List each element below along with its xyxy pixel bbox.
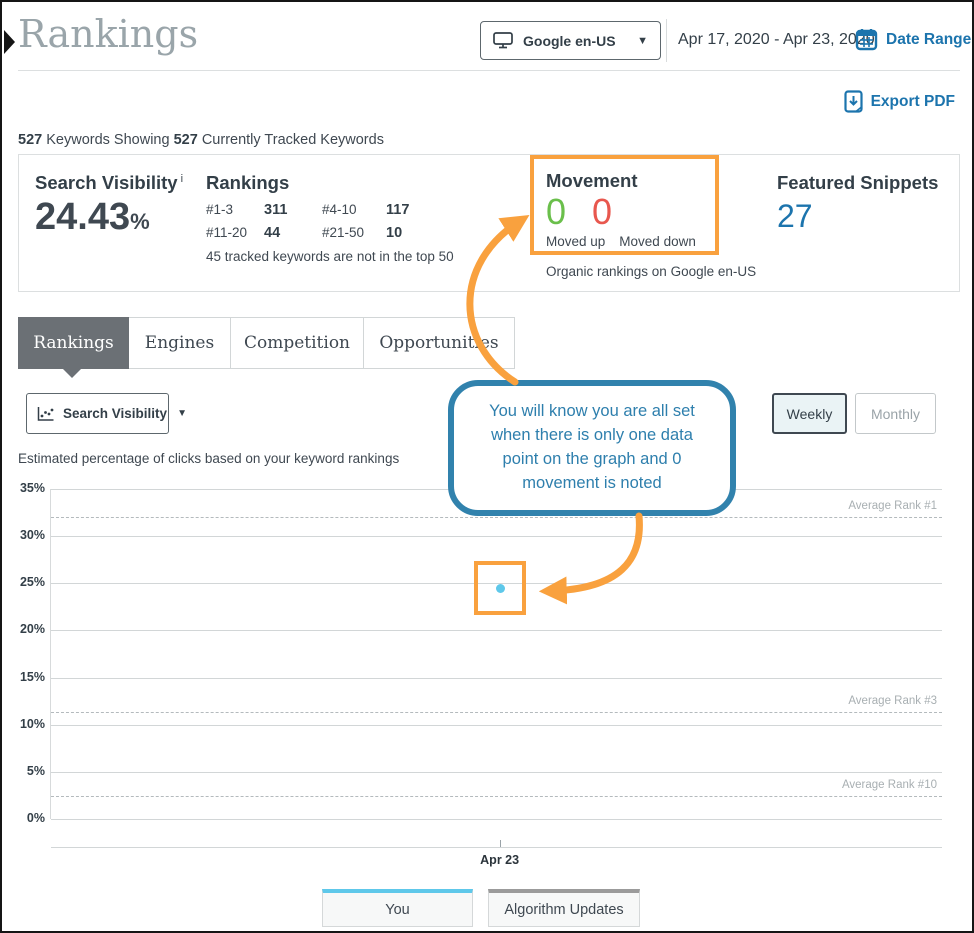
- search-visibility-stat: Search Visibility i 24.43%: [35, 172, 183, 239]
- gridline: [51, 771, 942, 773]
- moved-down-label: Moved down: [619, 234, 696, 249]
- x-axis-tick: [499, 840, 501, 847]
- rank-bucket-count: 10: [386, 225, 403, 241]
- legend-you-button[interactable]: You: [322, 889, 473, 927]
- moved-up-value: 0: [546, 191, 567, 232]
- search-engine-dropdown[interactable]: Google en-US ▼: [480, 21, 661, 60]
- y-axis-tick-label: 5%: [26, 763, 45, 778]
- average-rank-reference-label: Average Rank #1: [845, 500, 940, 513]
- x-axis-label: Apr 23: [480, 853, 520, 867]
- y-axis-tick-label: 10%: [19, 716, 45, 731]
- export-pdf-label: Export PDF: [870, 92, 955, 110]
- chevron-down-icon: ▼: [637, 34, 648, 47]
- data-point[interactable]: [495, 584, 505, 594]
- header-divider: [18, 70, 960, 71]
- legend-algorithm-updates-button[interactable]: Algorithm Updates: [488, 889, 640, 927]
- info-icon[interactable]: i: [180, 172, 184, 185]
- average-rank-reference-line: [51, 517, 942, 519]
- x-axis-line: [51, 847, 942, 848]
- keywords-tracked-label: Currently Tracked Keywords: [201, 132, 384, 148]
- page-title: Rankings: [18, 12, 199, 56]
- date-range-text: Apr 17, 2020 - Apr 23, 2020: [678, 31, 875, 48]
- chevron-down-icon: ▼: [177, 408, 187, 419]
- average-rank-reference-line: [51, 796, 942, 798]
- search-engine-value: Google en-US: [523, 32, 616, 49]
- gridline: [51, 583, 942, 585]
- tab-rankings[interactable]: Rankings: [18, 317, 129, 369]
- metric-dropdown-value: Search Visibility: [63, 406, 168, 421]
- rankings-footnote: 45 tracked keywords are not in the top 5…: [206, 249, 454, 264]
- date-range-button[interactable]: Date Range: [855, 28, 971, 51]
- rank-bucket-count: 44: [264, 225, 281, 241]
- featured-snippets-stat: Featured Snippets 27: [777, 172, 938, 235]
- keywords-showing-count: 527: [18, 132, 43, 148]
- metric-dropdown[interactable]: Search Visibility ▼: [26, 393, 187, 434]
- y-axis-tick-label: 15%: [19, 669, 45, 684]
- moved-up-label: Moved up: [546, 234, 606, 249]
- search-visibility-label: Search Visibility: [35, 172, 178, 193]
- annotation-callout-text: You will know you are all set when there…: [489, 402, 695, 492]
- date-range-label: Date Range: [886, 30, 972, 48]
- rankings-stat: Rankings #1-3 311 #4-10 117 #11-20 44 #2…: [206, 172, 454, 264]
- y-axis-tick-label: 0%: [26, 811, 45, 825]
- movement-highlight-box: [530, 155, 719, 255]
- keywords-tracked-count: 527: [173, 132, 198, 148]
- tab-competition[interactable]: Competition: [231, 317, 364, 369]
- left-edge-notch: [4, 30, 15, 54]
- annotation-callout: You will know you are all set when there…: [448, 380, 736, 516]
- y-axis-tick-label: 35%: [19, 481, 45, 495]
- moved-down-value: 0: [592, 191, 613, 232]
- export-pdf-button[interactable]: Export PDF: [843, 90, 955, 113]
- tab-engines[interactable]: Engines: [129, 317, 231, 369]
- plot-area: Apr 23 35% 30% 25% 20% 15% 10% 5% 0% Average Ran…: [20, 481, 942, 867]
- gridline: [51, 819, 942, 820]
- data-point-highlight-box: [474, 560, 527, 615]
- rank-bucket-range: #4-10: [322, 202, 357, 217]
- chart-caption: Estimated percentage of clicks based on …: [18, 451, 400, 466]
- rankings-stat-label: Rankings: [206, 172, 290, 193]
- y-axis-tick-label: 25%: [19, 575, 45, 590]
- y-axis-tick-label: 30%: [19, 528, 45, 543]
- download-icon: [843, 90, 863, 113]
- gridline: [51, 724, 942, 726]
- scatter-chart-icon: [37, 406, 55, 422]
- average-rank-reference-label: Average Rank #10: [838, 779, 940, 792]
- rank-bucket-range: #11-20: [206, 225, 248, 240]
- featured-snippets-label: Featured Snippets: [777, 172, 939, 193]
- gridline: [51, 677, 942, 679]
- tab-bar: Rankings Engines Competition Opportuniti…: [18, 317, 515, 369]
- active-tab-pointer: [63, 369, 81, 378]
- rank-bucket-range: #1-3: [206, 202, 234, 217]
- rank-bucket-count: 311: [264, 202, 288, 218]
- tab-opportunities[interactable]: Opportunities: [364, 317, 515, 369]
- monthly-button[interactable]: Monthly: [855, 393, 936, 434]
- rank-bucket-range: #21-50: [322, 225, 365, 240]
- average-rank-reference-label: Average Rank #3: [845, 694, 940, 707]
- movement-footnote: Organic rankings on Google en-US: [546, 264, 757, 279]
- rank-bucket-count: 117: [386, 202, 410, 218]
- featured-snippets-value: 27: [777, 198, 813, 234]
- header-separator: [666, 19, 667, 62]
- search-visibility-value: 24.43: [35, 196, 131, 238]
- calendar-icon: [855, 28, 878, 51]
- keywords-summary: 527 Keywords Showing 527 Currently Track…: [18, 132, 384, 148]
- gridline: [51, 630, 942, 632]
- weekly-button[interactable]: Weekly: [772, 393, 847, 434]
- gridline: [51, 536, 942, 538]
- search-visibility-unit: %: [130, 209, 150, 234]
- monitor-icon: [493, 32, 513, 49]
- movement-stat: Movement 0 0 Moved up Moved down: [546, 170, 696, 249]
- average-rank-reference-line: [51, 711, 942, 713]
- movement-label: Movement: [546, 170, 638, 191]
- y-axis-tick-label: 20%: [19, 622, 45, 637]
- keywords-showing-label: Keywords Showing: [46, 132, 170, 148]
